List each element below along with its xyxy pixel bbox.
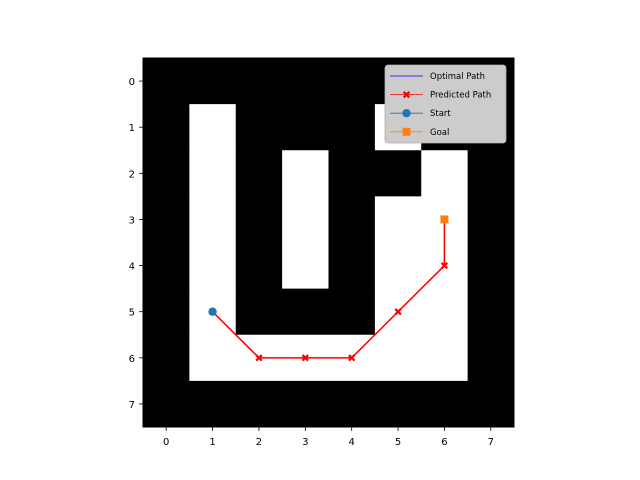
free-cell-r4-c1 <box>189 242 237 290</box>
legend-box <box>384 64 507 144</box>
free-cell-r3-c3 <box>282 196 329 243</box>
y-tick-label: 0 <box>129 77 135 88</box>
y-tick-label: 4 <box>129 262 135 273</box>
legend-marker-start <box>402 109 411 118</box>
y-tick-label: 6 <box>129 354 135 365</box>
legend-marker-goal <box>402 127 411 136</box>
y-tick-label: 7 <box>129 400 135 411</box>
y-tick-label: 2 <box>129 169 135 180</box>
free-cell-r2-c6 <box>421 150 469 197</box>
wall-cell-r7-c3 <box>282 380 329 428</box>
free-cell-r2-c3 <box>282 150 329 197</box>
wall-cell-r4-c2 <box>235 242 283 290</box>
wall-cell-r3-c4 <box>328 196 376 243</box>
wall-cell-r5-c3 <box>282 288 329 336</box>
free-cell-r3-c1 <box>189 196 237 243</box>
wall-cell-r7-c6 <box>421 380 469 428</box>
legend-marker-predicted-path <box>402 91 411 99</box>
wall-cell-r5-c0 <box>143 288 190 336</box>
free-cell-r6-c5 <box>374 334 422 382</box>
y-tick-label: 5 <box>129 308 135 319</box>
wall-cell-r2-c0 <box>143 150 190 197</box>
wall-cell-r3-c7 <box>467 196 515 243</box>
wall-cell-r1-c0 <box>143 104 190 151</box>
wall-cell-r7-c4 <box>328 380 376 428</box>
wall-cell-r7-c7 <box>467 380 515 428</box>
wall-cell-r4-c7 <box>467 242 515 290</box>
start-point-0 <box>208 307 217 316</box>
predicted-path-point-4 <box>394 308 402 316</box>
wall-cell-r0-c4 <box>328 58 376 105</box>
y-tick-label: 1 <box>129 123 135 134</box>
wall-cell-r0-c1 <box>189 58 237 105</box>
axes: 0 1 2 3 4 5 6 7 0 1 2 3 4 5 6 7 <box>129 77 494 448</box>
legend-label-start: Start <box>430 109 451 119</box>
wall-cell-r7-c2 <box>235 380 283 428</box>
x-tick-label: 3 <box>302 437 308 448</box>
wall-cell-r2-c7 <box>467 150 515 197</box>
x-tick-label: 1 <box>209 437 215 448</box>
free-cell-r1-c1 <box>189 104 237 151</box>
wall-cell-r4-c0 <box>143 242 190 290</box>
plot-frame <box>142 57 515 428</box>
wall-cell-r7-c0 <box>143 380 190 428</box>
path-lines <box>208 215 449 362</box>
wall-cell-r5-c2 <box>235 288 283 336</box>
wall-cell-r6-c7 <box>467 334 515 382</box>
free-cell-r3-c5 <box>374 196 422 243</box>
wall-cell-r5-c7 <box>467 288 515 336</box>
legend: Optimal Path Predicted Path Start Goal <box>384 64 507 144</box>
x-tick-label: 6 <box>441 437 447 448</box>
free-cell-r6-c1 <box>189 334 237 382</box>
free-cell-r2-c1 <box>189 150 237 197</box>
free-cell-r5-c6 <box>421 288 469 336</box>
x-tick-label: 2 <box>256 437 262 448</box>
x-tick-label: 7 <box>488 437 494 448</box>
y-tick-label: 3 <box>129 215 135 226</box>
wall-cell-r3-c2 <box>235 196 283 243</box>
wall-cell-r6-c0 <box>143 334 190 382</box>
legend-label-predicted-path: Predicted Path <box>430 91 491 101</box>
wall-cell-r2-c5 <box>374 150 422 197</box>
free-cell-r4-c5 <box>374 242 422 290</box>
wall-cell-r0-c0 <box>143 58 190 105</box>
wall-cell-r1-c2 <box>235 104 283 151</box>
predicted-path-point-1 <box>255 354 263 362</box>
x-tick-label: 5 <box>395 437 401 448</box>
legend-label-goal: Goal <box>430 128 449 138</box>
goal-point-0 <box>440 215 449 224</box>
wall-cell-r3-c0 <box>143 196 190 243</box>
wall-cell-r5-c4 <box>328 288 376 336</box>
x-tick-label: 4 <box>349 437 355 448</box>
predicted-path-point-3 <box>348 354 356 362</box>
x-tick-label: 0 <box>163 437 169 448</box>
wall-cell-r1-c3 <box>282 104 329 151</box>
wall-cell-r4-c4 <box>328 242 376 290</box>
free-cell-r6-c6 <box>421 334 469 382</box>
wall-cell-r0-c3 <box>282 58 329 105</box>
legend-label-optimal-path: Optimal Path <box>430 72 485 82</box>
wall-cell-r7-c5 <box>374 380 422 428</box>
wall-cell-r2-c4 <box>328 150 376 197</box>
wall-cell-r0-c2 <box>235 58 283 105</box>
predicted-path-point-2 <box>301 354 309 362</box>
wall-cell-r2-c2 <box>235 150 283 197</box>
free-cell-r4-c3 <box>282 242 329 290</box>
predicted-path-point-5 <box>440 261 449 270</box>
wall-cell-r7-c1 <box>189 380 237 428</box>
wall-cell-r1-c4 <box>328 104 376 151</box>
